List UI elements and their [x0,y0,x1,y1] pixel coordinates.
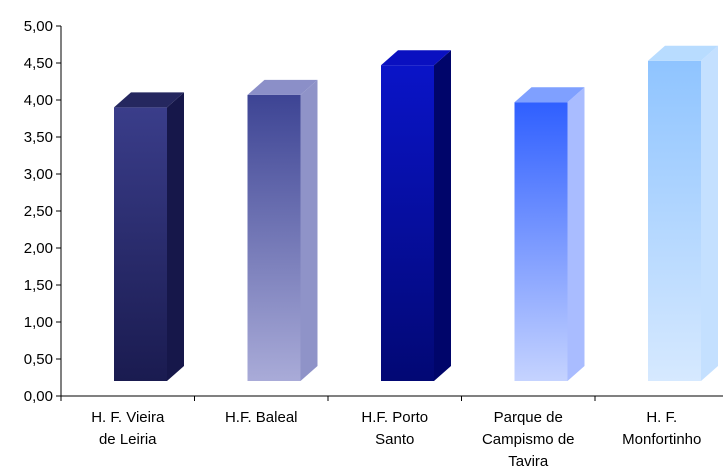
y-tick-label: 1,50 [24,277,53,294]
bar-top [514,87,585,103]
bar-front [514,102,568,381]
axes [56,25,723,401]
y-tick-label: 0,00 [24,388,53,405]
y-tick-label: 4,00 [24,92,53,109]
bar-top [648,45,718,61]
y-tick-label: 1,00 [24,314,53,331]
bar-front [247,94,301,381]
x-tick-label: H. F. Monfortinho [622,409,701,448]
y-tick-labels: 0,00 0,50 1,00 1,50 2,00 2,50 3,00 3,50 4,00 4,50… [24,18,53,405]
x-tick-label: H.F. Baleal [225,409,298,426]
x-tick-labels: H. F. Vieira de Leiria H.F. Baleal H.F. Por… [91,409,701,470]
bar [381,50,451,381]
x-tick-label: Parque de Campismo de Tavira [482,409,575,470]
y-tick-label: 4,50 [24,55,53,72]
bar-side [434,50,451,381]
y-tick-label: 2,00 [24,240,53,257]
bar-top [247,79,318,95]
bar-front [114,107,167,382]
bar [114,92,184,382]
bar-side [167,92,184,382]
bars [114,45,718,382]
bar-side [300,79,318,381]
bar-top [381,50,451,66]
y-tick-label: 5,00 [24,18,53,35]
bar-side [567,87,585,381]
y-tick-label: 3,00 [24,166,53,183]
bar-side [701,45,718,381]
x-tick-label: H.F. Porto Santo [361,409,428,448]
x-tick-label: H. F. Vieira de Leiria [91,409,165,448]
bar [648,45,718,381]
bar [514,87,585,381]
y-tick-label: 2,50 [24,203,53,220]
bar [247,79,318,381]
y-tick-label: 3,50 [24,129,53,146]
y-tick-label: 0,50 [24,351,53,368]
bar-front [648,60,701,381]
bar-front [381,65,434,381]
bar-top [114,92,184,108]
